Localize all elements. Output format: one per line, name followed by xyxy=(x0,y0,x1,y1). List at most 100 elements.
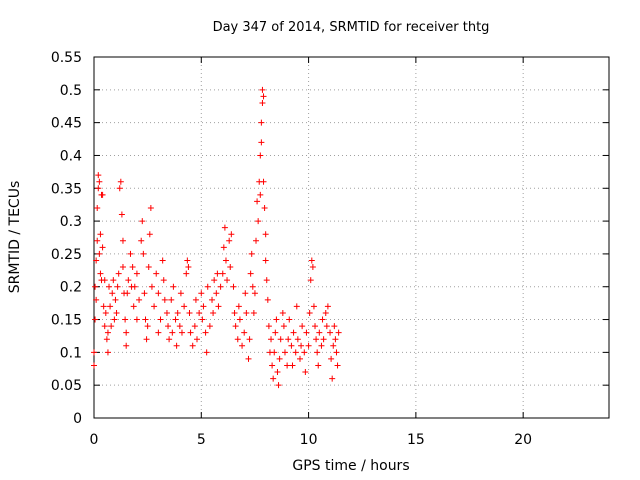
data-point xyxy=(320,336,327,343)
data-point xyxy=(133,316,140,323)
data-point xyxy=(111,316,118,323)
data-point xyxy=(94,204,101,211)
data-point xyxy=(176,323,183,330)
data-point xyxy=(305,342,312,349)
data-point xyxy=(96,178,103,185)
data-point xyxy=(95,172,102,179)
data-point xyxy=(200,303,207,310)
data-point xyxy=(242,290,249,297)
data-point xyxy=(262,231,269,238)
data-point xyxy=(280,323,287,330)
data-point xyxy=(210,309,217,316)
data-point xyxy=(288,342,295,349)
data-point xyxy=(96,250,103,257)
data-point xyxy=(209,296,216,303)
data-point xyxy=(151,303,158,310)
data-point xyxy=(312,323,319,330)
data-point xyxy=(119,237,126,244)
data-point xyxy=(247,270,254,277)
data-point xyxy=(93,296,100,303)
data-point xyxy=(271,349,278,356)
data-point xyxy=(268,336,275,343)
data-point xyxy=(92,316,99,323)
data-point xyxy=(258,119,265,126)
data-point xyxy=(264,296,271,303)
data-point xyxy=(189,342,196,349)
tick-labels: 0 0.05 0.1 0.15 0.2 0.25 0.3 0.35 0.4 0.45 0.5 0.55… xyxy=(51,50,532,448)
data-point xyxy=(92,283,99,290)
data-point xyxy=(230,283,237,290)
data-point xyxy=(160,277,167,284)
data-point xyxy=(131,283,138,290)
data-point xyxy=(314,349,321,356)
y-tick-label: 0.3 xyxy=(60,214,82,230)
data-point xyxy=(270,375,277,382)
data-point xyxy=(196,309,203,316)
y-tick-label: 0.15 xyxy=(51,313,82,329)
data-point xyxy=(133,270,140,277)
y-tick-label: 0.5 xyxy=(60,83,82,99)
data-point xyxy=(319,316,326,323)
data-point xyxy=(289,362,296,369)
y-tick-label: 0.1 xyxy=(60,345,82,361)
data-point xyxy=(157,316,164,323)
data-point xyxy=(191,323,198,330)
data-point xyxy=(261,204,268,211)
data-point xyxy=(302,369,309,376)
data-point xyxy=(281,349,288,356)
x-tick-label: 15 xyxy=(407,432,425,448)
data-point xyxy=(192,296,199,303)
y-axis-title: SRMTID / TECUs xyxy=(7,181,23,294)
data-point xyxy=(168,296,175,303)
data-point xyxy=(99,244,106,251)
data-point xyxy=(101,277,108,284)
data-point xyxy=(91,349,97,356)
data-point xyxy=(97,270,104,277)
data-point xyxy=(93,257,100,264)
data-point xyxy=(217,283,224,290)
data-point xyxy=(328,355,335,362)
data-point xyxy=(293,303,300,310)
data-point xyxy=(144,323,151,330)
data-point xyxy=(127,250,134,257)
data-point xyxy=(259,99,266,106)
data-point xyxy=(186,309,193,316)
data-point xyxy=(239,342,246,349)
data-point xyxy=(138,237,145,244)
data-point xyxy=(101,323,108,330)
data-point xyxy=(318,342,325,349)
data-point xyxy=(329,375,336,382)
data-point xyxy=(204,283,211,290)
data-point xyxy=(257,191,264,198)
data-point xyxy=(236,316,243,323)
data-point xyxy=(106,283,113,290)
data-point xyxy=(198,290,205,297)
data-point xyxy=(246,336,253,343)
data-point xyxy=(122,316,129,323)
data-point xyxy=(254,198,261,205)
data-point xyxy=(202,329,209,336)
data-point xyxy=(146,231,153,238)
data-point xyxy=(301,349,308,356)
data-point xyxy=(147,204,154,211)
data-point xyxy=(332,336,339,343)
y-tick-label: 0.35 xyxy=(51,181,82,197)
data-point xyxy=(173,342,180,349)
data-point xyxy=(213,290,220,297)
data-point xyxy=(181,303,188,310)
data-point xyxy=(297,355,303,362)
data-point xyxy=(220,244,227,251)
data-point xyxy=(274,369,281,376)
data-point xyxy=(243,309,250,316)
data-point xyxy=(104,329,111,336)
data-point xyxy=(163,309,170,316)
y-tick-label: 0.05 xyxy=(51,378,82,394)
data-point xyxy=(249,283,256,290)
chart-title: Day 347 of 2014, SRMTID for receiver tht… xyxy=(213,20,490,35)
data-point xyxy=(279,309,286,316)
data-point xyxy=(251,290,258,297)
data-point xyxy=(203,349,210,356)
data-point xyxy=(123,329,130,336)
data-point xyxy=(269,362,276,369)
data-point xyxy=(323,323,330,330)
